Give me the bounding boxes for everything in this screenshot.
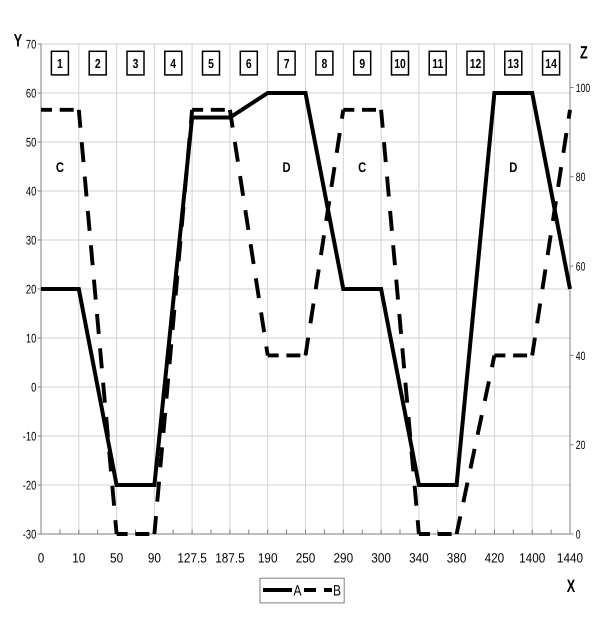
svg-text:60: 60	[576, 260, 586, 274]
svg-text:40: 40	[576, 349, 586, 363]
svg-text:7: 7	[284, 56, 290, 71]
svg-text:6: 6	[246, 56, 252, 71]
svg-text:12: 12	[470, 56, 482, 71]
svg-text:80: 80	[576, 170, 586, 184]
svg-text:100: 100	[576, 81, 591, 95]
svg-text:10: 10	[72, 551, 85, 566]
svg-text:5: 5	[208, 56, 214, 71]
svg-text:40: 40	[26, 185, 36, 199]
svg-text:X: X	[567, 576, 575, 596]
svg-text:3: 3	[133, 56, 139, 71]
svg-text:Y: Y	[14, 31, 22, 51]
svg-text:D: D	[509, 159, 517, 175]
svg-text:4: 4	[170, 56, 176, 71]
svg-text:14: 14	[545, 56, 557, 71]
svg-text:60: 60	[26, 87, 36, 101]
svg-text:127.5: 127.5	[177, 551, 206, 566]
svg-text:50: 50	[110, 551, 123, 566]
svg-text:0: 0	[31, 381, 36, 395]
svg-text:250: 250	[296, 551, 316, 566]
svg-text:C: C	[358, 159, 366, 175]
svg-text:-30: -30	[23, 528, 37, 542]
svg-text:20: 20	[576, 438, 586, 452]
svg-text:9: 9	[359, 56, 365, 71]
svg-text:2: 2	[95, 56, 101, 71]
svg-text:-10: -10	[23, 430, 37, 444]
svg-text:50: 50	[26, 136, 36, 150]
svg-text:10: 10	[394, 56, 406, 71]
svg-text:B: B	[333, 582, 341, 599]
svg-text:340: 340	[409, 551, 429, 566]
svg-text:1: 1	[57, 56, 63, 71]
svg-text:0: 0	[576, 527, 581, 541]
svg-text:300: 300	[371, 551, 391, 566]
svg-text:C: C	[56, 159, 64, 175]
svg-text:190: 190	[258, 551, 278, 566]
svg-text:420: 420	[485, 551, 505, 566]
svg-text:10: 10	[26, 332, 36, 346]
svg-text:11: 11	[432, 56, 443, 71]
svg-text:Z: Z	[580, 43, 588, 63]
svg-text:90: 90	[148, 551, 161, 566]
svg-text:D: D	[283, 159, 291, 175]
svg-text:1440: 1440	[557, 551, 583, 566]
svg-text:0: 0	[38, 551, 45, 566]
svg-text:A: A	[294, 582, 302, 599]
svg-text:30: 30	[26, 234, 36, 248]
svg-text:70: 70	[26, 38, 36, 52]
svg-text:8: 8	[322, 56, 328, 71]
svg-text:20: 20	[26, 283, 36, 297]
svg-text:-20: -20	[23, 479, 37, 493]
svg-text:187.5: 187.5	[215, 551, 244, 566]
svg-text:1400: 1400	[519, 551, 545, 566]
svg-text:290: 290	[333, 551, 353, 566]
svg-text:13: 13	[508, 56, 520, 71]
svg-text:380: 380	[447, 551, 467, 566]
